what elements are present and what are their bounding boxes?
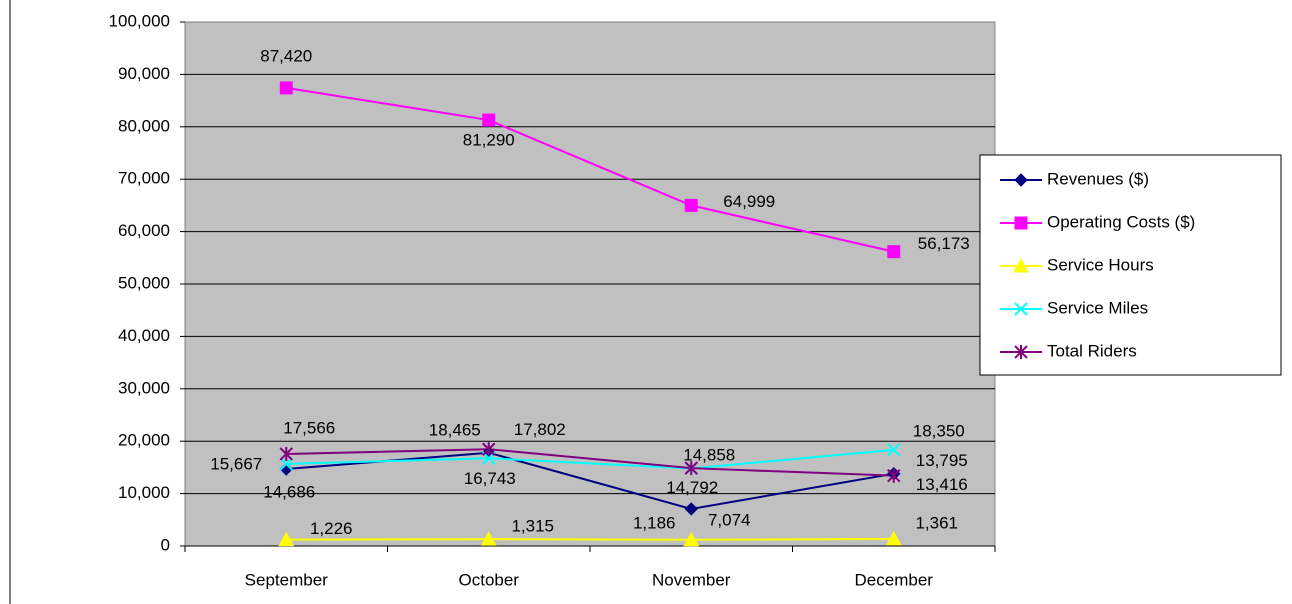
data-label: 1,315 <box>511 517 554 536</box>
data-label: 14,792 <box>666 478 718 497</box>
marker <box>887 468 901 483</box>
data-label: 15,667 <box>210 454 262 473</box>
marker <box>684 198 698 212</box>
series-line <box>286 537 894 541</box>
series-line <box>286 86 894 253</box>
marker <box>887 443 901 457</box>
data-label: 17,802 <box>514 420 566 439</box>
data-label: 1,361 <box>915 513 958 532</box>
data-label: 13,795 <box>916 451 968 470</box>
marker <box>885 530 902 546</box>
x-tick-label: November <box>652 570 731 589</box>
data-label: 18,350 <box>913 421 965 440</box>
legend-entries: Revenues ($) Operating Costs ($) Service H… <box>1000 169 1195 360</box>
marker <box>1013 257 1029 273</box>
marker <box>1014 345 1028 359</box>
grid: 0 10,000 20,000 30,000 40,000 50,000 60,000 70,… <box>109 11 996 589</box>
data-label: 87,420 <box>260 46 312 65</box>
marker <box>279 446 293 461</box>
y-tick-label: 90,000 <box>118 64 170 83</box>
y-tick-label: 80,000 <box>118 116 170 135</box>
marker <box>683 531 700 547</box>
data-label: 13,416 <box>916 475 968 494</box>
y-tick-label: 20,000 <box>118 431 170 450</box>
data-label: 16,743 <box>464 469 516 488</box>
marker <box>279 81 293 95</box>
y-tick-label: 10,000 <box>118 483 170 502</box>
data-label: 17,566 <box>283 418 335 437</box>
y-tick-label: 0 <box>161 535 170 554</box>
data-label: 64,999 <box>723 192 775 211</box>
x-tick-label: September <box>245 570 328 589</box>
data-label: 7,074 <box>708 510 751 529</box>
x-tick-label: October <box>459 570 520 589</box>
legend-label: Total Riders <box>1047 341 1137 360</box>
data-label: 14,686 <box>263 483 315 502</box>
legend-label: Operating Costs ($) <box>1047 212 1195 231</box>
series-lines <box>278 81 902 547</box>
data-label: 1,186 <box>633 513 676 532</box>
data-label: 1,226 <box>310 519 353 538</box>
y-tick-label: 70,000 <box>118 169 170 188</box>
series-line <box>286 448 894 470</box>
marker <box>279 457 293 471</box>
data-label: 81,290 <box>463 131 515 150</box>
marker <box>480 531 497 546</box>
marker <box>684 502 698 516</box>
y-tick-label: 100,000 <box>109 11 170 30</box>
legend-label: Service Miles <box>1047 298 1148 317</box>
y-tick-label: 50,000 <box>118 273 170 292</box>
marker <box>482 113 496 127</box>
marker <box>278 531 295 547</box>
data-labels: 14,686 17,802 7,074 13,795 87,420 81,290 64,99… <box>210 46 970 538</box>
data-label: 14,858 <box>683 446 735 465</box>
marker <box>684 461 698 476</box>
y-tick-label: 30,000 <box>118 378 170 397</box>
marker <box>1014 216 1028 230</box>
y-tick-label: 60,000 <box>118 221 170 240</box>
x-tick-label: December <box>855 570 934 589</box>
marker <box>887 245 901 259</box>
legend-label: Revenues ($) <box>1047 169 1149 188</box>
data-label: 56,173 <box>918 234 970 253</box>
series-line <box>286 448 894 477</box>
marker <box>1014 173 1028 187</box>
y-tick-label: 40,000 <box>118 326 170 345</box>
data-label: 18,465 <box>429 421 481 440</box>
marker <box>482 442 496 457</box>
marker <box>1014 302 1028 316</box>
legend-label: Service Hours <box>1047 255 1154 274</box>
